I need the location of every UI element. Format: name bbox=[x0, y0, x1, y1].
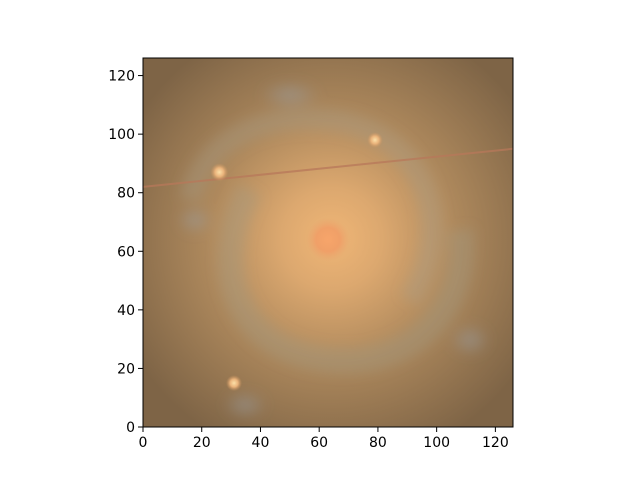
blue-knot bbox=[177, 206, 213, 234]
y-tick-label: 80 bbox=[117, 186, 135, 202]
spiral-arm bbox=[217, 183, 475, 374]
galaxy-image bbox=[143, 58, 513, 427]
y-tick-label: 60 bbox=[117, 244, 135, 260]
x-tick-label: 60 bbox=[310, 435, 328, 451]
y-tick-label: 0 bbox=[126, 420, 135, 436]
blue-knot bbox=[450, 324, 490, 356]
image-frame bbox=[142, 57, 514, 428]
star-point bbox=[210, 163, 229, 182]
y-tick-label: 20 bbox=[117, 361, 135, 377]
y-tick-label: 40 bbox=[117, 303, 135, 319]
x-tick-label: 120 bbox=[482, 435, 509, 451]
x-tick-label: 0 bbox=[139, 435, 148, 451]
blue-knot bbox=[260, 81, 320, 109]
stars-group bbox=[210, 132, 383, 392]
x-tick-label: 100 bbox=[423, 435, 450, 451]
x-tick-label: 40 bbox=[252, 435, 270, 451]
x-tick-label: 80 bbox=[369, 435, 387, 451]
x-axis: 0 20 40 60 80 100 120 bbox=[139, 427, 509, 451]
x-tick-label: 20 bbox=[193, 435, 211, 451]
y-tick-label: 120 bbox=[108, 69, 135, 85]
y-tick-label: 100 bbox=[108, 127, 135, 143]
blue-knot bbox=[223, 391, 267, 419]
star-point bbox=[226, 375, 243, 392]
y-axis: 0 20 40 60 80 100 120 bbox=[108, 69, 143, 436]
galaxy-core bbox=[306, 217, 350, 262]
satellite-streak bbox=[143, 147, 513, 188]
spiral-arm bbox=[179, 107, 443, 306]
star-point bbox=[366, 132, 383, 148]
